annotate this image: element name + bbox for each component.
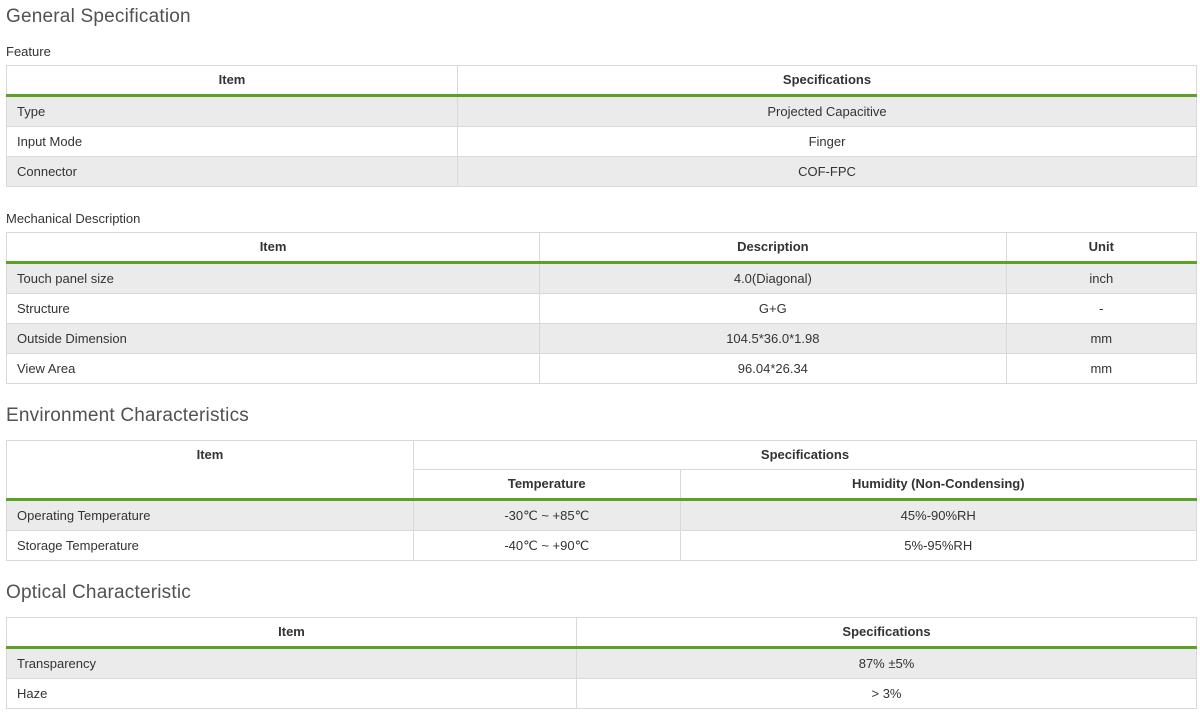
unit-cell: mm <box>1005 353 1198 384</box>
item-cell: Type <box>6 95 458 127</box>
value-cell: > 3% <box>576 678 1197 709</box>
value-cell: COF-FPC <box>457 156 1197 187</box>
item-cell: Touch panel size <box>5 262 541 294</box>
feature-label: Feature <box>6 44 51 59</box>
column-header-unit: Unit <box>1005 232 1198 264</box>
environment-table: Item Specifications Temperature Humidity… <box>6 440 1198 561</box>
table-row: Input Mode Finger <box>6 126 1197 157</box>
unit-cell: - <box>1005 293 1198 324</box>
table-row: Structure G+G - <box>5 293 1198 324</box>
value-cell: 104.5*36.0*1.98 <box>539 323 1007 354</box>
column-header-item: Item <box>6 617 577 649</box>
value-cell: Finger <box>457 126 1197 157</box>
table-row: Transparency 87% ±5% <box>6 647 1197 679</box>
humidity-cell: 5%-95%RH <box>679 530 1198 561</box>
item-cell: View Area <box>5 353 541 384</box>
mechanical-label: Mechanical Description <box>6 211 141 226</box>
unit-cell: inch <box>1005 262 1198 294</box>
header-row: Item Specifications <box>6 65 1197 97</box>
table-row: View Area 96.04*26.34 mm <box>5 353 1198 384</box>
value-cell: 87% ±5% <box>576 647 1197 679</box>
table-row: Haze > 3% <box>6 678 1197 709</box>
column-header-specifications: Specifications <box>576 617 1197 649</box>
temperature-cell: -30℃ ~ +85℃ <box>412 499 681 531</box>
column-header-item: Item <box>6 440 414 501</box>
column-header-specifications: Specifications <box>412 440 1198 470</box>
item-cell: Structure <box>5 293 541 324</box>
humidity-cell: 45%-90%RH <box>679 499 1198 531</box>
header-row: Item Specifications <box>6 617 1197 649</box>
optical-table: Item Specifications Transparency 87% ±5%… <box>6 617 1197 709</box>
table-row: Type Projected Capacitive <box>6 95 1197 127</box>
column-header-description: Description <box>539 232 1007 264</box>
column-header-item: Item <box>6 65 458 97</box>
column-header-humidity: Humidity (Non-Condensing) <box>679 469 1198 501</box>
value-cell: 4.0(Diagonal) <box>539 262 1007 294</box>
table-row: Connector COF-FPC <box>6 156 1197 187</box>
page-title: General Specification <box>6 6 191 27</box>
column-header-temperature: Temperature <box>412 469 681 501</box>
value-cell: 96.04*26.34 <box>539 353 1007 384</box>
environment-heading: Environment Characteristics <box>6 405 249 426</box>
value-cell: G+G <box>539 293 1007 324</box>
temperature-cell: -40℃ ~ +90℃ <box>412 530 681 561</box>
value-cell: Projected Capacitive <box>457 95 1197 127</box>
column-header-item: Item <box>5 232 541 264</box>
table-row: Touch panel size 4.0(Diagonal) inch <box>5 262 1198 294</box>
item-cell: Outside Dimension <box>5 323 541 354</box>
optical-heading: Optical Characteristic <box>6 582 191 603</box>
unit-cell: mm <box>1005 323 1198 354</box>
item-cell: Transparency <box>6 647 577 679</box>
mechanical-table: Item Description Unit Touch panel size 4… <box>5 232 1198 384</box>
item-cell: Input Mode <box>6 126 458 157</box>
header-row: Item Specifications <box>6 440 1198 501</box>
item-cell: Haze <box>6 678 577 709</box>
header-row: Item Description Unit <box>5 232 1198 264</box>
table-row: Operating Temperature -30℃ ~ +85℃ 45%-90… <box>6 499 1198 531</box>
item-cell: Operating Temperature <box>6 499 414 531</box>
subheader-row: Temperature Humidity (Non-Condensing) <box>7 469 1198 501</box>
table-row: Storage Temperature -40℃ ~ +90℃ 5%-95%RH <box>6 530 1198 561</box>
feature-table: Item Specifications Type Projected Capac… <box>6 65 1197 187</box>
item-cell: Storage Temperature <box>6 530 414 561</box>
item-cell: Connector <box>6 156 458 187</box>
table-row: Outside Dimension 104.5*36.0*1.98 mm <box>5 323 1198 354</box>
column-header-specifications: Specifications <box>457 65 1197 97</box>
